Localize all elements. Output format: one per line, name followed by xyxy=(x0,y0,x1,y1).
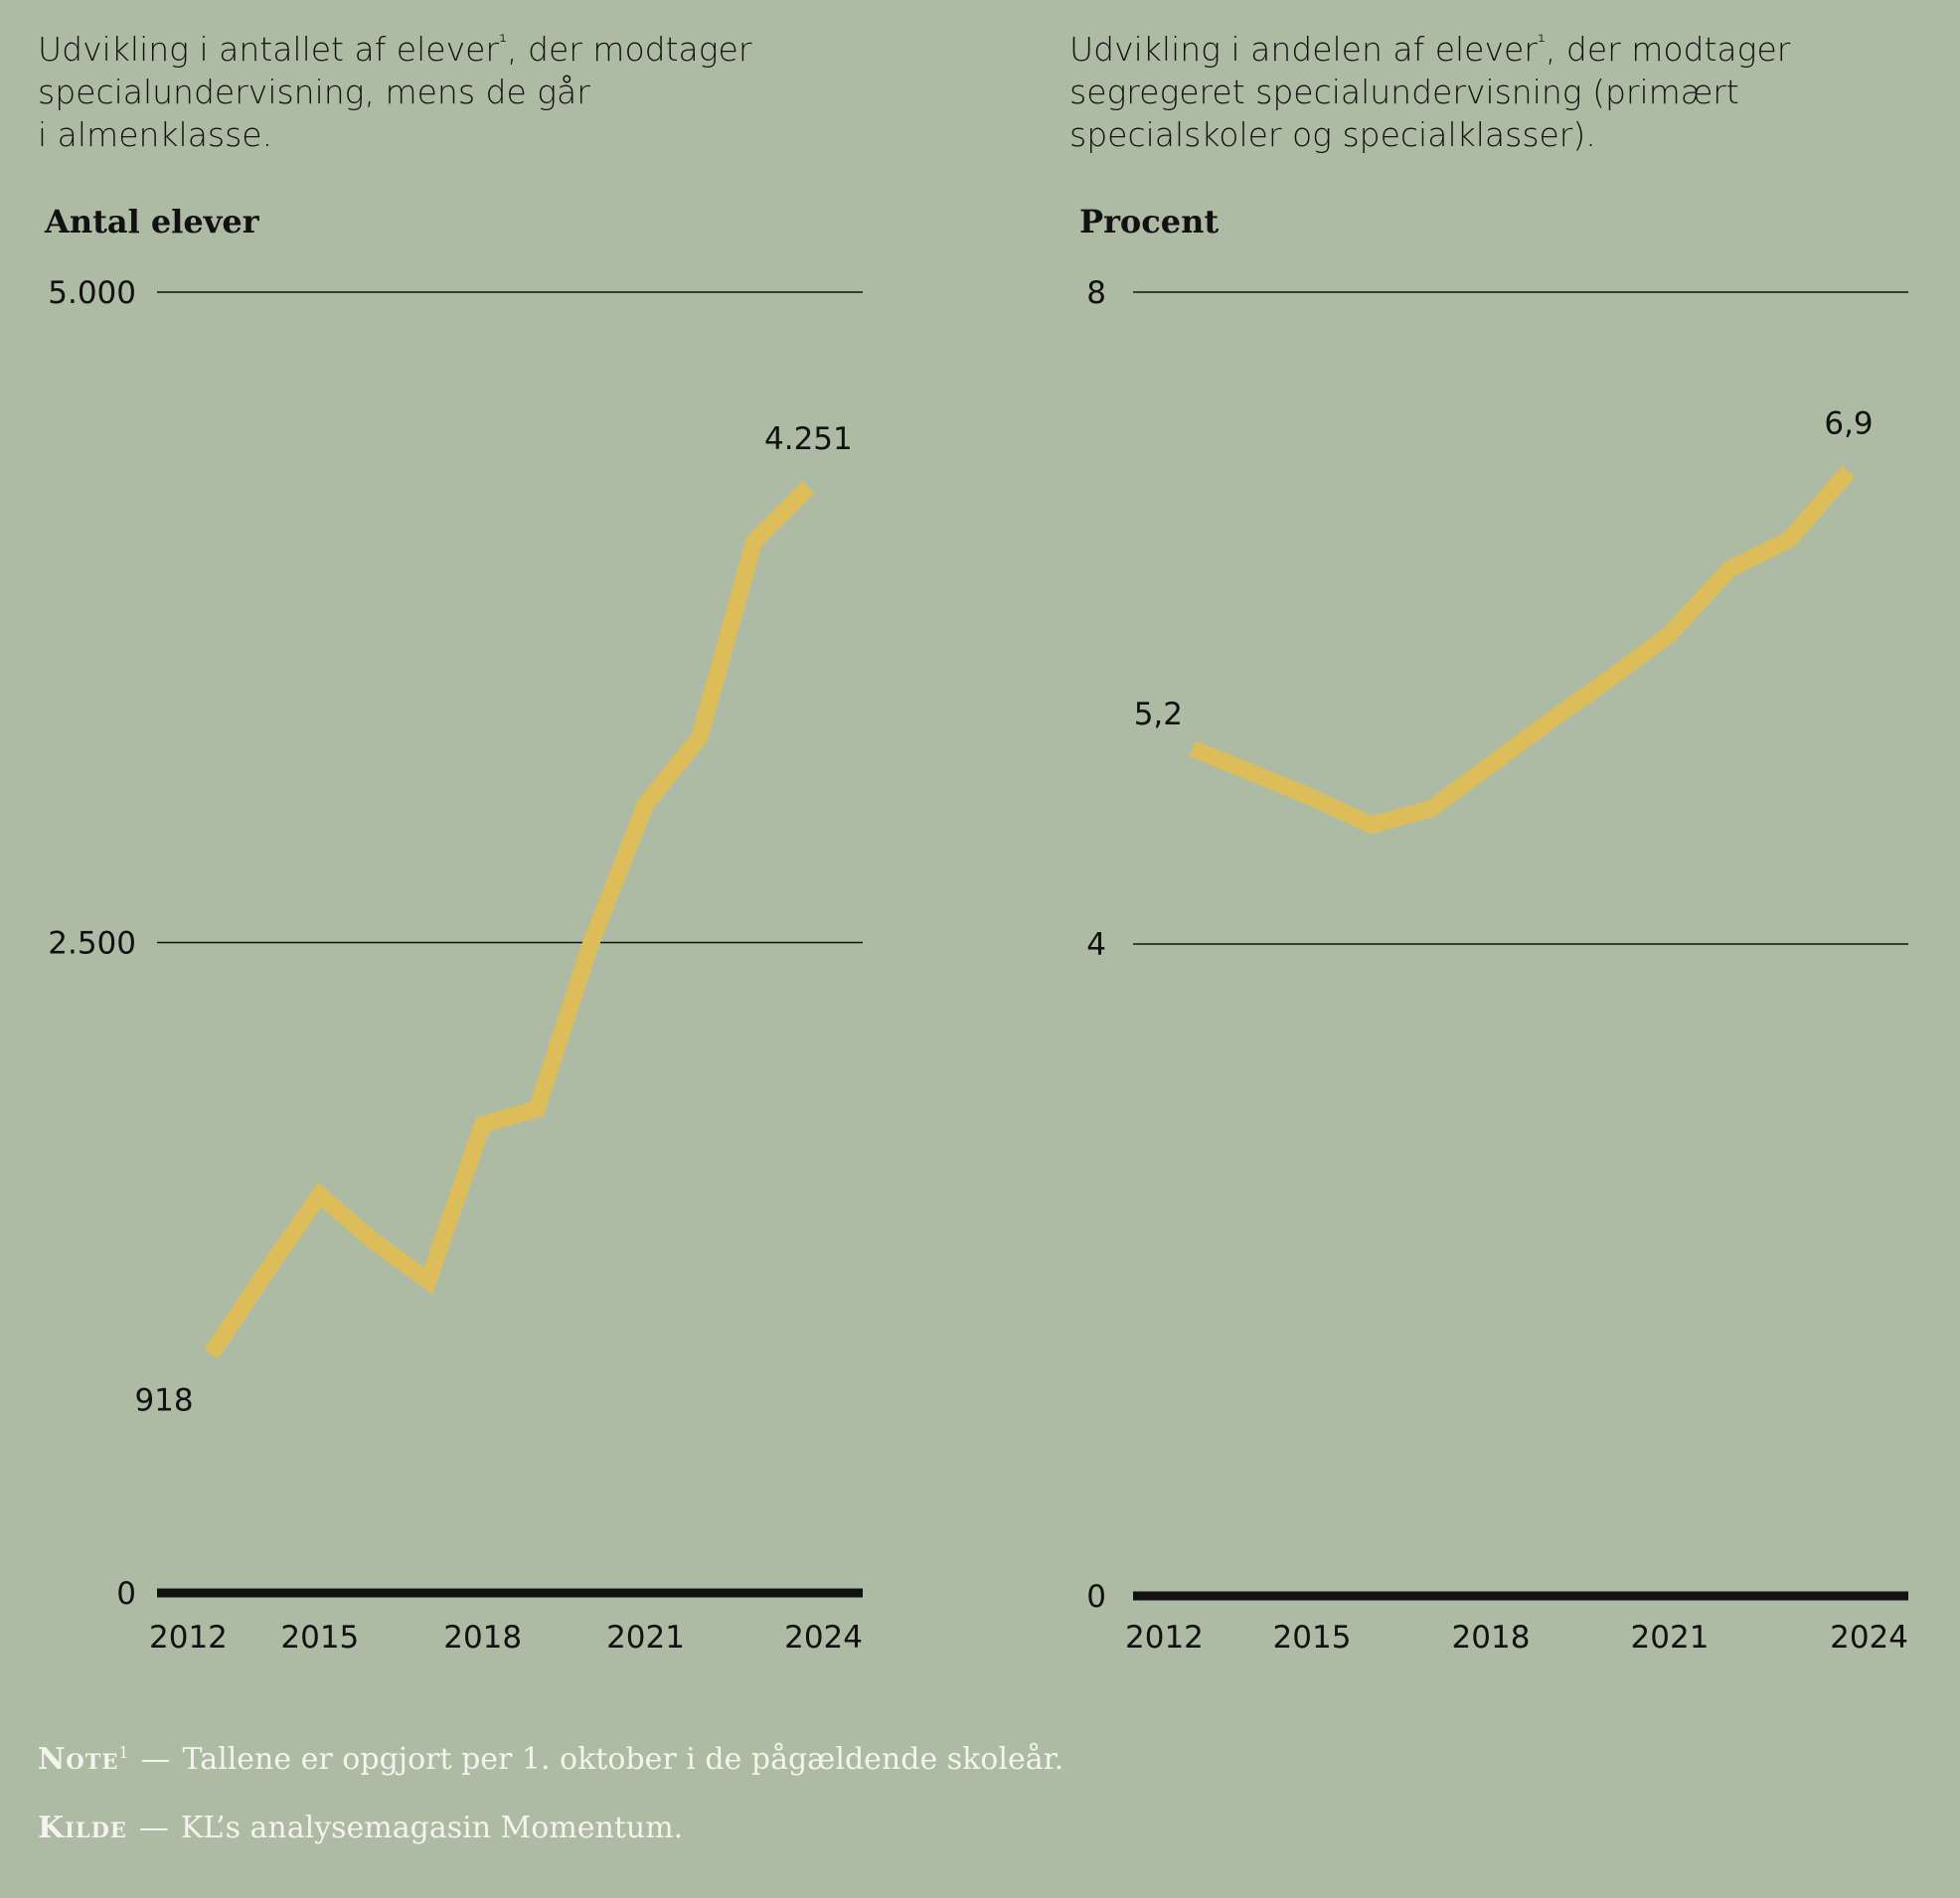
note-footnote-mark: 1 xyxy=(118,1743,129,1762)
right-x-tick-label: 2012 xyxy=(1125,1620,1204,1656)
right-chart-panel: Udvikling i andelen af elever¹, der modt… xyxy=(980,0,1960,1689)
right-y-tick-label: 4 xyxy=(1086,927,1106,963)
right-subtitle-footnote-mark: ¹ xyxy=(1537,30,1546,54)
left-x-tick-label: 2015 xyxy=(280,1620,359,1656)
left-data-label: 4.251 xyxy=(764,421,853,457)
left-x-tick-label: 2018 xyxy=(443,1620,522,1656)
left-y-tick-label: 2.500 xyxy=(48,926,136,962)
left-subtitle-line-1: Udvikling i antallet af elever xyxy=(38,30,499,69)
right-y-axis-label: Procent xyxy=(1079,203,1220,240)
left-series-line xyxy=(204,481,815,1359)
right-x-tick-label: 2015 xyxy=(1273,1620,1352,1656)
note-dash: — xyxy=(140,1742,171,1777)
right-data-label: 6,9 xyxy=(1824,405,1873,441)
left-subtitle-footnote-mark: ¹ xyxy=(498,30,508,54)
left-x-tick-label: 2012 xyxy=(149,1620,228,1656)
left-x-tick-label: 2024 xyxy=(784,1620,863,1656)
left-x-tick-label: 2021 xyxy=(606,1620,685,1656)
left-y-axis-label: Antal elever xyxy=(45,203,259,240)
left-subtitle-line-3: i almenklasse. xyxy=(38,115,273,154)
right-x-tick-label: 2018 xyxy=(1452,1620,1531,1656)
left-subtitle-line-2: specialundervisning, mens de går xyxy=(38,73,590,111)
left-line-chart: 0 2.500 5.000 2012 2015 2018 2021 2024 918 4.251 xyxy=(48,275,863,1656)
right-y-tick-label: 8 xyxy=(1086,275,1106,311)
left-chart-panel: Udvikling i antallet af elever¹, der mod… xyxy=(0,0,980,1689)
left-y-tick-label: 0 xyxy=(116,1576,136,1612)
left-data-label: 918 xyxy=(134,1383,193,1419)
right-y-tick-label: 0 xyxy=(1086,1579,1106,1615)
right-subtitle-line-1: Udvikling i andelen af elever xyxy=(1069,30,1538,69)
right-subtitle-line-1-end: , der modtager xyxy=(1545,30,1791,69)
footnote: Note1 — Tallene er opgjort per 1. oktober … xyxy=(38,1742,1063,1777)
right-data-label: 5,2 xyxy=(1134,697,1183,732)
right-series-line xyxy=(1189,465,1856,835)
right-chart-subtitle: Udvikling i andelen af elever¹, der modt… xyxy=(1069,28,1865,156)
source-line: Kilde — KL’s analysemagasin Momentum. xyxy=(38,1811,683,1845)
source-key: Kilde xyxy=(38,1811,127,1845)
right-x-tick-label: 2021 xyxy=(1631,1620,1710,1656)
source-dash: — xyxy=(138,1811,169,1845)
note-text: Tallene er opgjort per 1. oktober i de p… xyxy=(182,1742,1064,1777)
left-y-tick-label: 5.000 xyxy=(48,275,136,311)
source-text: KL’s analysemagasin Momentum. xyxy=(180,1811,684,1845)
right-x-tick-label: 2024 xyxy=(1830,1620,1908,1656)
left-chart-subtitle: Udvikling i antallet af elever¹, der mod… xyxy=(38,28,833,156)
right-line-chart: 0 4 8 2012 2015 2018 2021 2024 5,2 6,9 xyxy=(1086,275,1908,1656)
right-subtitle-line-2: segregeret specialundervisning (primært xyxy=(1069,73,1739,111)
left-subtitle-line-1-end: , der modtager xyxy=(507,30,752,69)
right-subtitle-line-3: specialskoler og specialklasser). xyxy=(1069,115,1596,154)
note-key: Note xyxy=(38,1742,119,1777)
